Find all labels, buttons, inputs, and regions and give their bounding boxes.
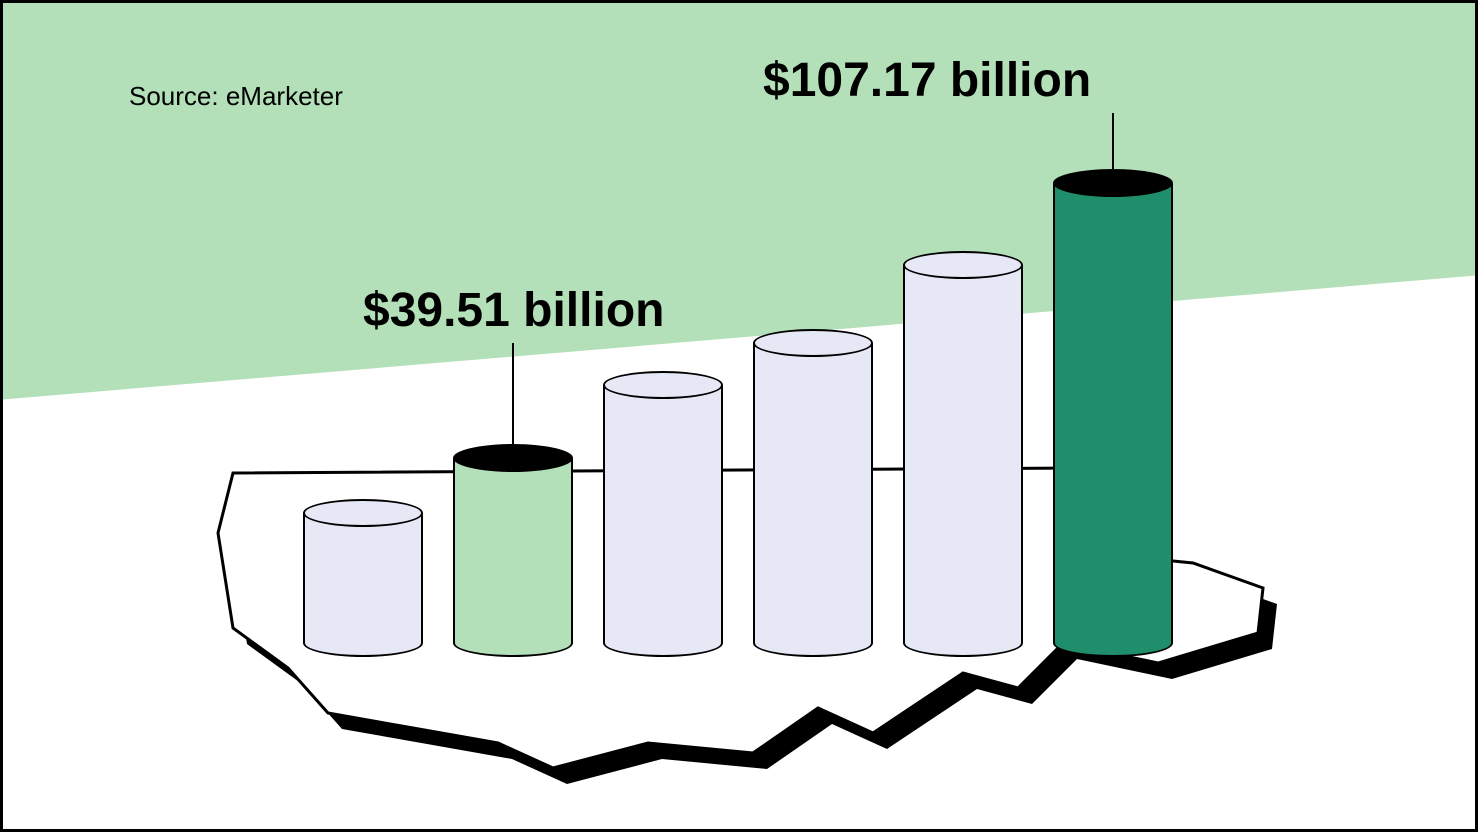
bar-5 bbox=[903, 265, 1023, 657]
bar-body bbox=[903, 265, 1023, 643]
infographic-frame: Source: eMarketer $39.51 billion $107.17 … bbox=[0, 0, 1478, 832]
bar-top-cap bbox=[903, 251, 1023, 279]
bar-body bbox=[453, 458, 573, 643]
callout-leader-2 bbox=[512, 343, 514, 458]
bar-top-cap bbox=[303, 499, 423, 527]
background-slab bbox=[3, 3, 1475, 829]
callout-label-2: $39.51 billion bbox=[363, 283, 664, 338]
callout-label-6: $107.17 billion bbox=[763, 53, 1091, 108]
bar-body bbox=[303, 513, 423, 643]
callout-leader-6 bbox=[1112, 113, 1114, 183]
bar-1 bbox=[303, 513, 423, 657]
bar-top-cap bbox=[753, 329, 873, 357]
bar-body bbox=[753, 343, 873, 643]
source-attribution: Source: eMarketer bbox=[129, 81, 343, 112]
bar-6 bbox=[1053, 183, 1173, 657]
bar-top-cap bbox=[603, 371, 723, 399]
bar-body bbox=[1053, 183, 1173, 643]
bar-body bbox=[603, 385, 723, 643]
bar-4 bbox=[753, 343, 873, 657]
bar-2 bbox=[453, 458, 573, 657]
bar-3 bbox=[603, 385, 723, 657]
